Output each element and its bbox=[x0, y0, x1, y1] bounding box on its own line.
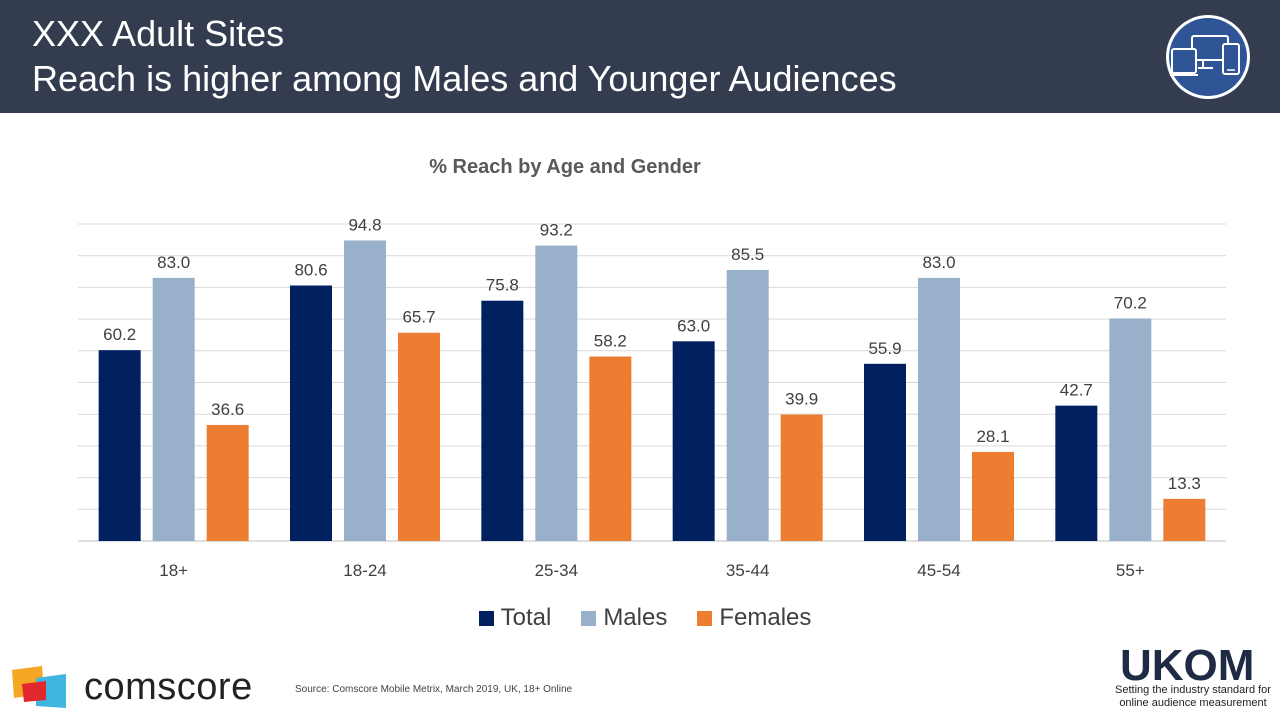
page-title: XXX Adult Sites bbox=[32, 13, 285, 54]
data-label-females: 39.9 bbox=[785, 390, 818, 409]
bar-males bbox=[152, 277, 195, 541]
data-label-females: 13.3 bbox=[1168, 474, 1201, 493]
data-label-total: 55.9 bbox=[868, 339, 901, 358]
bar-males bbox=[535, 245, 578, 541]
legend-item-females: Females bbox=[697, 604, 811, 632]
data-label-males: 83.0 bbox=[157, 253, 190, 272]
ukom-brand: UKOM bbox=[1120, 641, 1254, 686]
bar-total bbox=[864, 363, 906, 541]
legend-label-total: Total bbox=[500, 604, 552, 631]
bar-females bbox=[398, 332, 440, 541]
data-label-females: 65.7 bbox=[402, 308, 435, 327]
legend-item-total: Total bbox=[478, 604, 552, 632]
chart-legend: Total Males Females bbox=[0, 604, 1280, 632]
bar-males bbox=[1109, 318, 1152, 541]
data-label-total: 60.2 bbox=[103, 325, 136, 344]
data-label-males: 70.2 bbox=[1114, 293, 1147, 312]
data-label-females: 58.2 bbox=[594, 332, 627, 351]
x-tick-label: 25-34 bbox=[535, 561, 578, 580]
x-tick-label: 55+ bbox=[1116, 561, 1145, 580]
bar-males bbox=[726, 269, 769, 541]
bar-males bbox=[918, 277, 960, 541]
comscore-brand: comscore bbox=[84, 666, 253, 708]
data-label-males: 85.5 bbox=[731, 245, 764, 264]
ukom-tagline: Setting the industry standard for online… bbox=[1115, 684, 1271, 709]
page-subtitle: Reach is higher among Males and Younger … bbox=[32, 58, 897, 99]
ukom-logo: UKOM bbox=[1120, 641, 1254, 686]
bar-total bbox=[672, 341, 715, 541]
bar-total bbox=[98, 350, 141, 541]
bar-total bbox=[481, 300, 524, 541]
bar-females bbox=[972, 451, 1014, 541]
legend-swatch-males bbox=[581, 610, 597, 626]
bar-females bbox=[206, 424, 249, 541]
comscore-logo-icon bbox=[12, 666, 66, 708]
data-label-males: 83.0 bbox=[922, 253, 955, 272]
bar-males bbox=[344, 240, 386, 541]
data-label-total: 80.6 bbox=[294, 260, 327, 279]
bar-females bbox=[589, 356, 632, 541]
header-bar: XXX Adult Sites Reach is higher among Ma… bbox=[0, 0, 1280, 113]
legend-swatch-females bbox=[697, 610, 713, 626]
legend-item-males: Males bbox=[581, 604, 667, 632]
bar-total bbox=[290, 285, 332, 541]
data-label-males: 93.2 bbox=[540, 221, 573, 240]
x-tick-label: 45-54 bbox=[917, 561, 960, 580]
data-label-females: 28.1 bbox=[976, 427, 1009, 446]
bar-females bbox=[780, 414, 823, 541]
data-label-females: 36.6 bbox=[211, 400, 244, 419]
bar-total bbox=[1055, 405, 1098, 541]
x-tick-label: 35-44 bbox=[726, 561, 769, 580]
legend-label-females: Females bbox=[719, 604, 812, 631]
data-label-total: 75.8 bbox=[486, 276, 519, 295]
data-label-total: 63.0 bbox=[677, 316, 710, 335]
x-tick-label: 18+ bbox=[159, 561, 188, 580]
legend-swatch-total bbox=[478, 610, 494, 626]
chart-title: % Reach by Age and Gender bbox=[429, 156, 701, 178]
legend-label-males: Males bbox=[603, 604, 668, 631]
source-note: Source: Comscore Mobile Metrix, March 20… bbox=[295, 684, 573, 695]
bar-females bbox=[1163, 498, 1206, 541]
data-label-total: 42.7 bbox=[1060, 381, 1093, 400]
x-tick-label: 18-24 bbox=[343, 561, 386, 580]
data-label-males: 94.8 bbox=[348, 215, 381, 234]
devices-icon bbox=[1166, 15, 1250, 99]
bar-chart: 60.2 83.0 36.6 18+ 80.6 94.8 65.7 18-24 75.8 93.2… bbox=[78, 215, 1226, 580]
